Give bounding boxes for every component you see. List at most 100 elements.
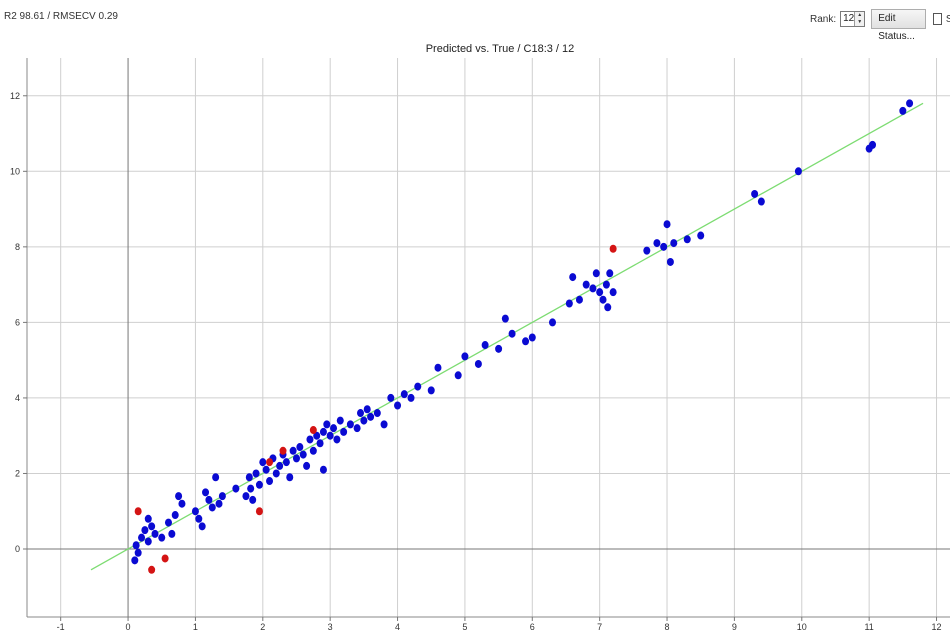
data-point [319,465,327,474]
data-point [296,443,304,452]
y-tick-label: 6 [15,317,20,327]
excluded-data-point [148,565,156,574]
data-point [592,269,600,278]
data-point [330,424,338,433]
data-point [262,465,270,474]
data-point [414,382,422,391]
spin-up-icon[interactable]: ▲ [857,12,863,18]
x-tick-label: 5 [462,622,467,632]
x-tick-label: -1 [57,622,65,632]
data-point [218,492,226,501]
data-point [602,280,610,289]
edit-status-button[interactable]: Edit Status... [871,9,926,42]
data-point [501,314,509,323]
x-tick-label: 1 [193,622,198,632]
data-point [132,541,140,550]
data-point [289,446,297,455]
data-point [794,167,802,176]
data-point [292,454,300,463]
excluded-data-point [279,446,287,455]
show-checkbox[interactable] [932,13,942,25]
excluded-data-point [134,507,142,516]
data-point [198,522,206,531]
rank-label: Rank: [810,13,837,25]
excluded-data-point [309,426,317,435]
data-point [582,280,590,289]
data-point [653,239,661,248]
spin-down-icon[interactable]: ▼ [857,19,863,25]
rank-spin-buttons[interactable]: ▲ ▼ [854,12,865,26]
excluded-data-point [161,554,169,563]
excluded-data-point [609,244,617,253]
data-point [232,484,240,493]
data-point [336,416,344,425]
data-point [906,99,914,108]
data-point [353,424,361,433]
data-point [508,329,516,338]
data-point [299,450,307,459]
data-point [313,431,321,440]
data-point [380,420,388,429]
toolbar: Rank: 12 ▲ ▼ Edit Status... Sh [810,8,950,42]
data-point [208,503,216,512]
data-point [596,288,604,297]
x-tick-label: 9 [732,622,737,632]
regression-fit-line [90,102,924,571]
excluded-data-point [266,458,274,467]
data-point [869,140,877,149]
data-point [670,239,678,248]
data-point [663,220,671,229]
x-tick-label: 4 [395,622,400,632]
x-tick-label: 6 [530,622,535,632]
data-point [575,295,583,304]
y-tick-label: 0 [15,544,20,554]
data-point [316,439,324,448]
data-point [434,363,442,372]
data-point [158,533,166,542]
data-point [373,409,381,418]
data-point [205,495,213,504]
rank-spinbox[interactable]: 12 ▲ ▼ [840,11,866,27]
data-point [195,514,203,523]
x-tick-label: 2 [260,622,265,632]
data-point [148,522,156,531]
data-point [168,529,176,538]
rank-value[interactable]: 12 [843,13,855,24]
data-point [138,533,146,542]
x-tick-label: 7 [597,622,602,632]
x-tick-label: 12 [932,622,942,632]
data-point [346,420,354,429]
data-point [363,405,371,414]
data-point [178,499,186,508]
data-point [255,480,263,489]
show-checkbox-label: Sh [945,13,950,25]
data-point [495,344,503,353]
data-point [643,246,651,255]
data-point [683,235,691,244]
data-point [171,511,179,520]
data-point [175,492,183,501]
data-point [589,284,597,293]
excluded-data-point [255,507,263,516]
model-stats: R2 98.61 / RMSECV 0.29 [4,11,118,22]
data-point [144,514,152,523]
data-point [899,106,907,115]
data-point [569,273,577,282]
data-point [306,435,314,444]
data-point [276,461,284,470]
data-point [191,507,199,516]
data-point [326,431,334,440]
data-point [303,461,311,470]
data-point [333,435,341,444]
data-point [252,469,260,478]
data-point [144,537,152,546]
data-point [272,469,280,478]
data-point [604,303,612,312]
data-point [131,556,139,565]
data-point [549,318,557,327]
x-tick-label: 0 [126,622,131,632]
data-point [340,427,348,436]
data-point [286,473,294,482]
data-point [212,473,220,482]
data-point [360,416,368,425]
